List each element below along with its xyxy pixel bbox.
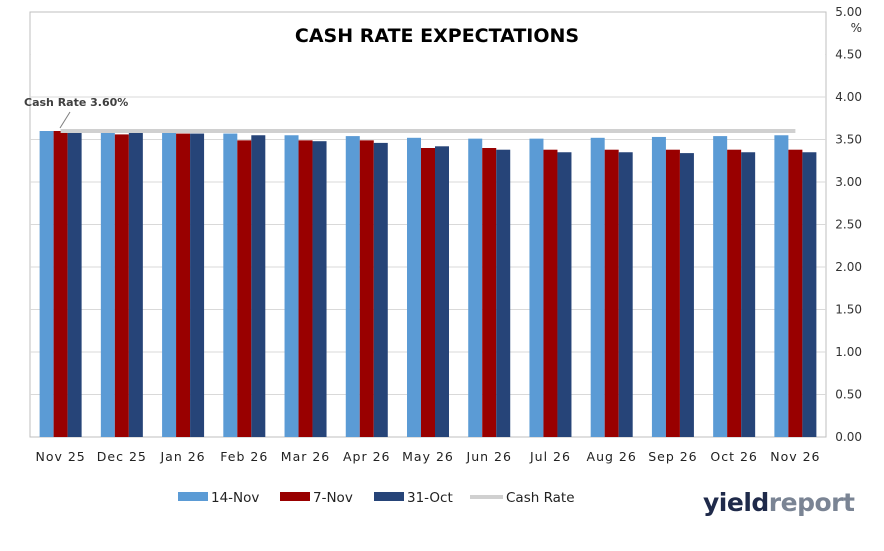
y-tick-label: 2.00: [835, 260, 862, 274]
yieldreport-logo: yieldreport: [703, 488, 855, 517]
bar-31-oct-jun-26: [496, 149, 511, 437]
bar-31-oct-nov-25: [67, 132, 82, 437]
x-tick-label: Dec 25: [97, 449, 147, 464]
bar-31-oct-sep-26: [679, 153, 694, 437]
legend-label: 14-Nov: [211, 490, 259, 506]
bar-7-nov-jul-26: [543, 149, 558, 437]
bar-31-oct-mar-26: [312, 141, 327, 437]
bar-7-nov-nov-26: [788, 149, 803, 437]
bar-7-nov-may-26: [421, 148, 435, 437]
y-tick-label: 3.00: [835, 175, 862, 189]
bar-7-nov-mar-26: [298, 140, 313, 437]
title-background: [31, 13, 825, 55]
y-axis-label: %: [851, 21, 862, 35]
x-tick-label: Jun 26: [466, 449, 512, 464]
bar-7-nov-jan-26: [176, 133, 191, 438]
y-tick-label: 3.50: [835, 133, 862, 147]
bar-31-oct-may-26: [435, 146, 449, 438]
legend-swatch-14-nov: [178, 492, 208, 501]
legend: 14-Nov 7-Nov 31-Oct Cash Rate: [178, 490, 575, 506]
bar-7-nov-jun-26: [482, 148, 497, 437]
y-tick-label: 1.50: [835, 303, 862, 317]
bar-7-nov-dec-25: [114, 134, 129, 437]
bar-31-oct-apr-26: [373, 142, 388, 437]
bar-31-oct-oct-26: [741, 152, 756, 437]
bar-14-nov-apr-26: [345, 136, 360, 437]
bar-14-nov-nov-25: [39, 131, 54, 437]
bar-14-nov-nov-26: [774, 135, 789, 437]
bar-31-oct-aug-26: [618, 152, 633, 437]
bar-14-nov-jan-26: [162, 132, 177, 437]
bar-14-nov-sep-26: [651, 136, 666, 437]
bar-7-nov-apr-26: [359, 140, 374, 437]
bar-31-oct-nov-26: [802, 152, 817, 437]
legend-label: 7-Nov: [313, 490, 353, 506]
x-tick-label: Jan 26: [159, 449, 205, 464]
x-axis-ticks: Nov 25 Dec 25 Jan 26 Feb 26 Mar 26 Apr 26 May …: [35, 449, 820, 464]
x-tick-label: Apr 26: [343, 449, 391, 464]
bar-31-oct-dec-25: [128, 132, 143, 437]
legend-label: Cash Rate: [506, 490, 575, 506]
x-tick-label: Jul 26: [529, 449, 571, 464]
x-tick-label: May 26: [402, 449, 454, 464]
cash-rate-annotation: Cash Rate 3.60%: [24, 96, 128, 109]
x-tick-label: Feb 26: [220, 449, 268, 464]
bar-7-nov-feb-26: [237, 140, 252, 437]
y-tick-label: 2.50: [835, 218, 862, 232]
x-tick-label: Nov 25: [35, 449, 85, 464]
y-tick-label: 0.00: [835, 430, 862, 444]
chart-title: CASH RATE EXPECTATIONS: [295, 25, 579, 47]
x-tick-label: Oct 26: [710, 449, 758, 464]
bar-31-oct-feb-26: [251, 135, 266, 437]
annotation-leader-line: [59, 111, 71, 129]
bar-7-nov-oct-26: [727, 149, 742, 437]
bar-31-oct-jan-26: [190, 133, 205, 438]
x-tick-label: Nov 26: [770, 449, 820, 464]
bar-7-nov-sep-26: [665, 149, 680, 437]
bar-14-nov-oct-26: [713, 136, 728, 437]
logo-part-report: report: [768, 488, 855, 517]
bar-14-nov-mar-26: [284, 135, 299, 437]
bar-14-nov-dec-25: [100, 132, 115, 437]
bar-7-nov-nov-25: [53, 131, 68, 437]
bar-14-nov-aug-26: [590, 137, 605, 438]
bar-14-nov-feb-26: [223, 133, 238, 438]
y-tick-label: 4.50: [835, 48, 862, 62]
y-tick-label: 4.00: [835, 90, 862, 104]
x-tick-label: Sep 26: [648, 449, 697, 464]
y-axis-ticks: 0.00 0.50 1.00 1.50 2.00 2.50 3.00 3.50 4.00 4.50…: [835, 5, 862, 444]
legend-swatch-7-nov: [280, 492, 310, 501]
legend-label: 31-Oct: [407, 490, 453, 506]
bar-14-nov-jul-26: [529, 138, 544, 437]
y-tick-label: 5.00: [835, 5, 862, 19]
logo-part-yield: yield: [703, 488, 769, 517]
y-tick-label: 1.00: [835, 345, 862, 359]
bars: [39, 131, 817, 438]
legend-swatch-31-oct: [374, 492, 404, 501]
x-tick-label: Mar 26: [281, 449, 330, 464]
y-tick-label: 0.50: [835, 388, 862, 402]
bar-14-nov-may-26: [407, 137, 421, 438]
bar-7-nov-aug-26: [604, 149, 619, 437]
x-tick-label: Aug 26: [587, 449, 637, 464]
bar-14-nov-jun-26: [468, 138, 483, 437]
bar-31-oct-jul-26: [557, 152, 572, 437]
